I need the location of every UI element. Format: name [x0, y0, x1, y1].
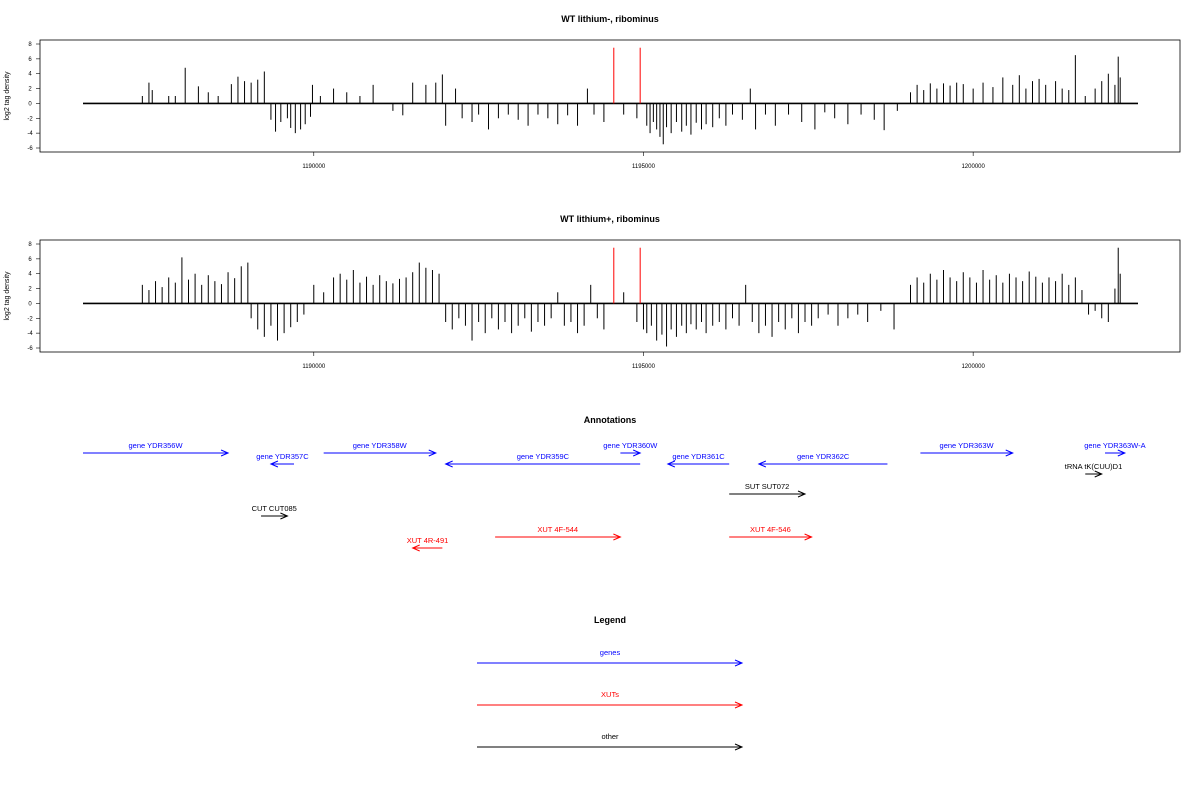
- x-tick-label: 1200000: [961, 164, 985, 170]
- feature-label: gene YDR357C: [256, 452, 309, 461]
- annotation-feature: gene YDR360W: [603, 441, 658, 457]
- legend-panel: Legend genes XUTs other: [477, 615, 744, 751]
- feature-label: gene YDR361C: [672, 452, 725, 461]
- feature-arrowhead: [220, 449, 230, 457]
- x-tick-label: 1200000: [961, 364, 985, 370]
- feature-label: SUT SUT072: [745, 482, 789, 491]
- annotations-panel: Annotations gene YDR356W gene YDR357C gene …: [83, 415, 1146, 552]
- feature-arrowhead: [632, 449, 642, 457]
- legend-label: genes: [600, 648, 621, 657]
- y-tick-label: -6: [27, 346, 33, 352]
- feature-label: gene YDR359C: [517, 452, 570, 461]
- feature-arrowhead: [757, 460, 767, 468]
- feature-arrowhead: [444, 460, 453, 468]
- legend-title: Legend: [594, 615, 626, 625]
- annotation-feature: gene YDR357C: [256, 452, 309, 468]
- y-tick-label: 6: [28, 257, 32, 263]
- feature-label: gene YDR356W: [129, 441, 184, 450]
- feature-arrowhead: [666, 460, 676, 468]
- y-tick-label: -4: [27, 331, 33, 337]
- feature-label: XUT 4F-546: [750, 525, 791, 534]
- feature-label: tRNA tK(CUU)D1: [1065, 462, 1123, 471]
- feature-arrowhead: [269, 460, 279, 468]
- legend-item: other: [477, 732, 744, 751]
- plot-frame: [39, 239, 1181, 353]
- chart-title: WT lithium-, ribominus: [561, 14, 659, 24]
- annotation-feature: gene YDR358W: [323, 441, 438, 457]
- feature-label: gene YDR363W: [940, 441, 995, 450]
- annotation-feature: XUT 4F-544: [495, 525, 622, 541]
- y-tick-label: 0: [28, 301, 32, 307]
- annotation-feature: tRNA tK(CUU)D1: [1065, 462, 1123, 478]
- x-tick-label: 1195000: [632, 164, 656, 170]
- y-tick-label: 6: [28, 57, 32, 63]
- annotation-feature: gene YDR362C: [757, 452, 888, 468]
- feature-arrowhead: [804, 533, 813, 541]
- y-tick-label: 8: [28, 242, 32, 248]
- y-tick-label: -6: [27, 146, 33, 152]
- chart-panel-1: WT lithium-, ribominus 8 6 4 2 0 -2 -4 -6 log2 ta…: [4, 14, 1181, 170]
- bar-series: [141, 55, 1121, 145]
- bar-series: [141, 247, 1121, 347]
- annotation-feature: CUT CUT085: [252, 504, 297, 520]
- legend-item: genes: [477, 648, 744, 667]
- feature-arrowhead: [797, 490, 807, 498]
- x-tick-label: 1190000: [302, 364, 326, 370]
- feature-arrowhead: [613, 533, 622, 541]
- annotation-feature: SUT SUT072: [729, 482, 807, 498]
- chart-panel-2: WT lithium+, ribominus 8 6 4 2 0 -2 -4 -6 log2 ta…: [4, 214, 1181, 370]
- feature-label: CUT CUT085: [252, 504, 297, 513]
- x-tick-label: 1190000: [302, 164, 326, 170]
- y-tick-label: 8: [28, 42, 32, 48]
- feature-label: XUT 4R-491: [407, 536, 449, 545]
- legend-arrowhead: [734, 743, 744, 751]
- chart-title: WT lithium+, ribominus: [560, 214, 660, 224]
- annotation-feature: gene YDR356W: [83, 441, 230, 457]
- legend-label: other: [601, 732, 619, 741]
- annotation-feature: gene YDR361C: [666, 452, 730, 468]
- y-tick-label: 4: [28, 272, 32, 278]
- feature-arrowhead: [1117, 449, 1127, 457]
- y-tick-label: -4: [27, 131, 33, 137]
- annotation-feature: gene YDR359C: [444, 452, 641, 468]
- feature-label: gene YDR362C: [797, 452, 850, 461]
- y-tick-label: 4: [28, 72, 32, 78]
- legend-item: XUTs: [477, 690, 744, 709]
- feature-label: gene YDR360W: [603, 441, 658, 450]
- feature-label: gene YDR363W-A: [1084, 441, 1145, 450]
- legend-label: XUTs: [601, 690, 619, 699]
- feature-arrowhead: [428, 449, 438, 457]
- feature-label: XUT 4F-544: [537, 525, 578, 534]
- feature-label: gene YDR358W: [353, 441, 408, 450]
- y-tick-label: 2: [28, 87, 32, 93]
- y-tick-label: -2: [27, 116, 33, 122]
- annotation-feature: gene YDR363W: [920, 441, 1014, 457]
- plot-frame: [39, 39, 1181, 153]
- annotations-title: Annotations: [584, 415, 637, 425]
- feature-arrowhead: [280, 512, 289, 520]
- y-tick-label: 0: [28, 101, 32, 107]
- legend-arrowhead: [734, 701, 744, 709]
- y-axis-label: log2 tag density: [4, 71, 11, 121]
- x-tick-label: 1195000: [632, 364, 656, 370]
- feature-arrowhead: [1005, 449, 1014, 457]
- feature-arrowhead: [1094, 470, 1103, 478]
- annotation-feature: XUT 4F-546: [729, 525, 813, 541]
- annotation-feature: gene YDR363W-A: [1084, 441, 1146, 457]
- y-axis-label: log2 tag density: [4, 271, 11, 321]
- y-tick-label: 2: [28, 287, 32, 293]
- legend-arrowhead: [734, 659, 744, 667]
- y-tick-label: -2: [27, 316, 33, 322]
- annotation-feature: XUT 4R-491: [407, 536, 449, 552]
- feature-arrowhead: [411, 544, 420, 552]
